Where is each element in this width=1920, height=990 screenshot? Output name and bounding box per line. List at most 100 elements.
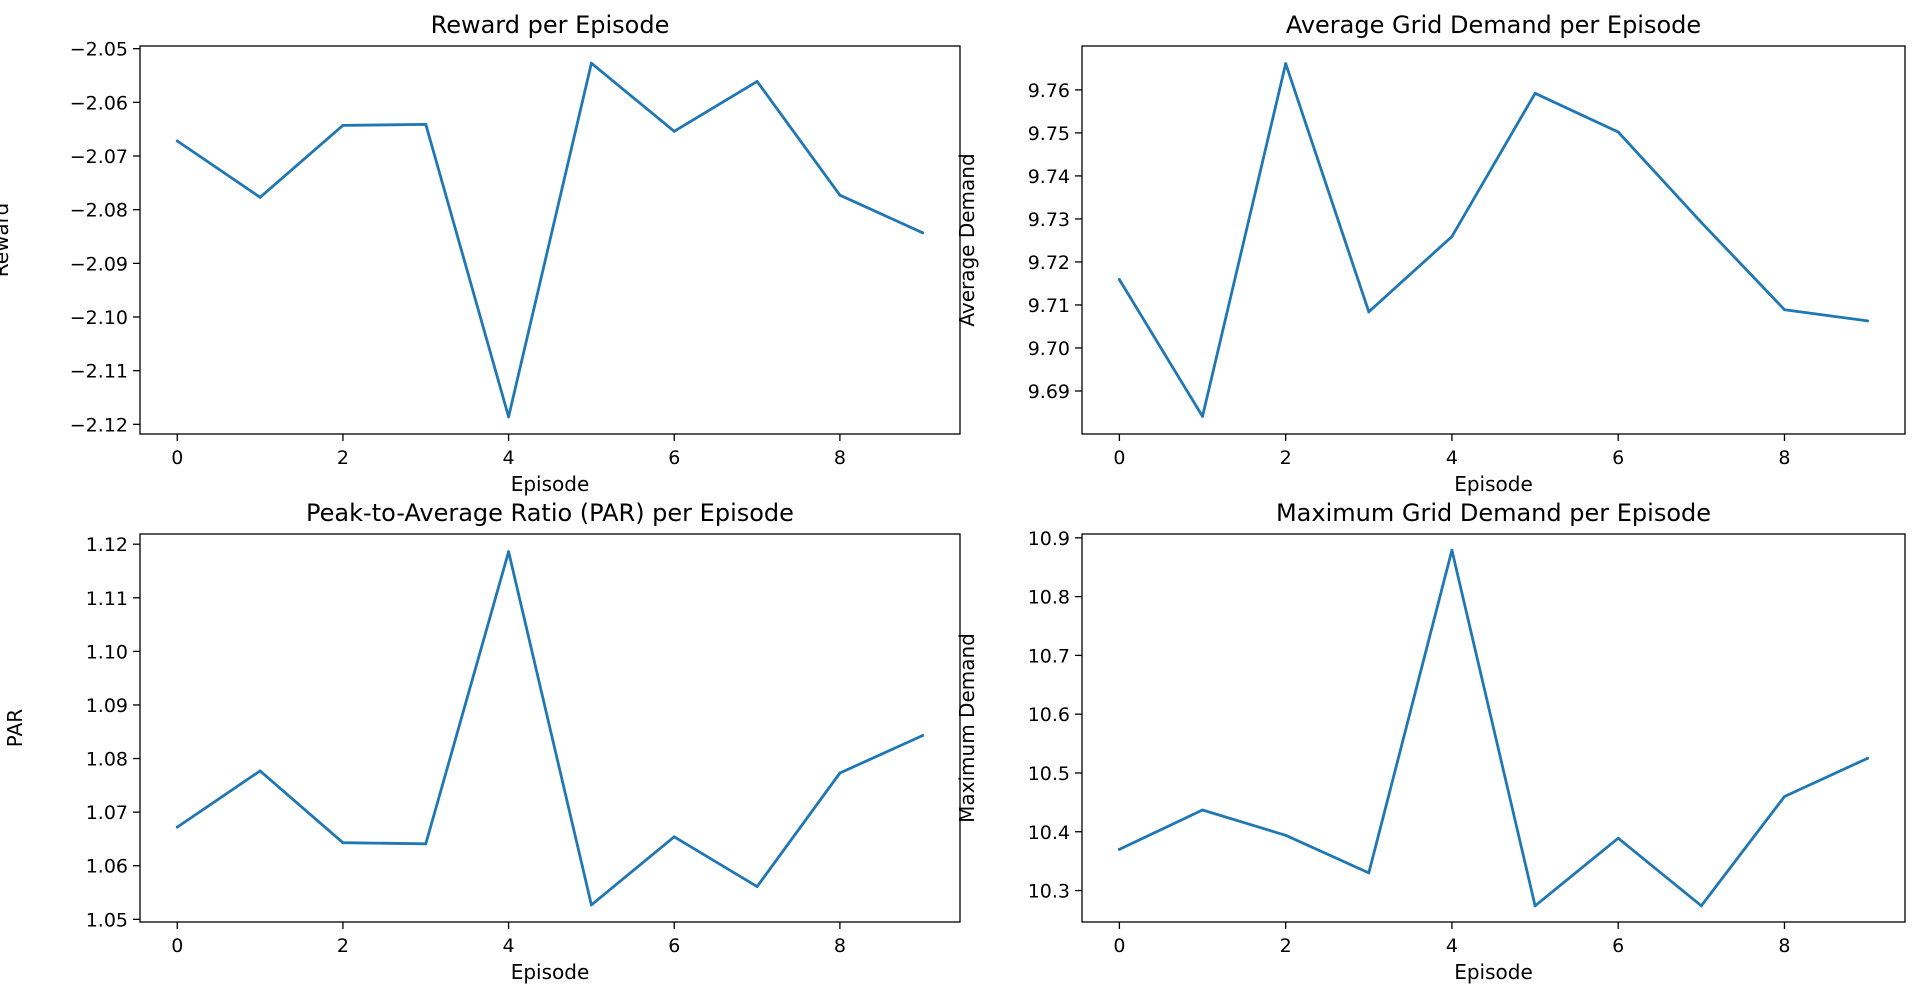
data-point: [175, 825, 179, 829]
series-line: [175, 550, 925, 907]
x-tick-label: 4: [1446, 447, 1458, 469]
x-tick-label: 2: [337, 447, 349, 469]
chart-title: Reward per Episode: [431, 11, 670, 39]
data-point: [341, 841, 345, 845]
data-point: [1367, 871, 1371, 875]
chart-title: Average Grid Demand per Episode: [1286, 11, 1701, 39]
y-tick-label: 1.09: [86, 695, 128, 717]
data-point: [672, 835, 676, 839]
chart-panel-4: Maximum Grid Demand per Episode 0 2 4 6 8 10.3…: [955, 499, 1906, 984]
series-line: [1118, 62, 1869, 418]
y-tick-label: −2.07: [70, 146, 128, 168]
data-point: [507, 415, 510, 419]
data-point: [1616, 130, 1620, 134]
data-point: [921, 231, 925, 235]
data-point: [1201, 808, 1204, 812]
data-point: [838, 771, 842, 775]
plot-frame: [1081, 45, 1906, 435]
chart-title: Maximum Grid Demand per Episode: [1276, 499, 1711, 527]
x-tick-label: 4: [503, 935, 515, 957]
x-tick-label: 0: [171, 935, 183, 957]
y-tick-label: 9.76: [1028, 80, 1070, 102]
x-tick-label: 2: [337, 935, 349, 957]
y-tick-label: −2.06: [70, 92, 128, 114]
data-point: [1533, 904, 1537, 908]
data-point: [1783, 308, 1786, 312]
y-axis-label: Reward: [0, 203, 13, 277]
y-tick-label: 1.06: [86, 856, 128, 878]
x-tick-label: 0: [1113, 935, 1125, 957]
y-axis-label: PAR: [3, 709, 27, 747]
chart-panel-3: Peak-to-Average Ratio (PAR) per Episode 0…: [3, 499, 961, 984]
x-tick-label: 4: [1446, 935, 1458, 957]
data-point: [1699, 904, 1703, 908]
x-axis-label: Episode: [1454, 472, 1533, 496]
x-tick-label: 8: [1778, 447, 1790, 469]
chart-panel-2: Average Grid Demand per Episode 0 2 4 6 8 9.69…: [955, 11, 1906, 496]
y-tick-label: 1.07: [86, 802, 128, 824]
y-tick-label: 9.74: [1028, 166, 1070, 188]
x-axis-label: Episode: [1454, 960, 1533, 984]
x-tick-label: 4: [503, 447, 515, 469]
y-tick-label: −2.10: [70, 307, 128, 329]
y-tick-label: 9.71: [1028, 295, 1070, 317]
chart-panel-1: Reward per Episode 0 2 4 6 8 −2.12 −2.11 −2.10 −2…: [0, 11, 961, 496]
data-point: [1201, 414, 1204, 418]
y-tick-label: 9.73: [1028, 209, 1070, 231]
x-tick-label: 0: [1113, 447, 1125, 469]
y-tick-label: 10.8: [1028, 587, 1070, 609]
data-point: [258, 769, 262, 773]
data-point: [1616, 836, 1620, 840]
data-point: [838, 193, 842, 197]
x-axis-label: Episode: [511, 960, 590, 984]
plot-frame: [1081, 533, 1906, 923]
series-line: [1118, 548, 1869, 908]
data-point: [1699, 220, 1703, 224]
y-axis-label: Maximum Demand: [955, 633, 979, 823]
x-tick-label: 8: [834, 447, 846, 469]
y-tick-label: 10.9: [1028, 528, 1070, 550]
data-point: [1118, 278, 1121, 281]
x-tick-label: 2: [1280, 447, 1292, 469]
data-point: [755, 80, 759, 83]
x-axis-label: Episode: [511, 472, 590, 496]
x-tick-label: 0: [171, 447, 183, 469]
data-point: [1367, 310, 1371, 314]
data-point: [258, 195, 262, 199]
data-point: [507, 550, 510, 554]
y-tick-label: 10.6: [1028, 704, 1070, 726]
y-tick-label: 1.10: [86, 641, 128, 663]
data-point: [1533, 91, 1537, 95]
y-tick-label: 9.75: [1028, 123, 1070, 145]
x-tick-label: 6: [1612, 935, 1624, 957]
data-point: [1450, 548, 1454, 552]
x-tick-label: 6: [1612, 447, 1624, 469]
y-tick-label: 1.11: [86, 588, 128, 610]
data-point: [1284, 833, 1288, 837]
y-tick-label: −2.08: [70, 200, 128, 222]
y-tick-label: 9.69: [1028, 381, 1070, 403]
data-point: [424, 122, 428, 126]
plot-frame: [139, 533, 961, 923]
y-tick-label: 10.5: [1028, 763, 1070, 785]
x-tick-label: 8: [834, 935, 846, 957]
y-tick-label: 9.72: [1028, 252, 1070, 274]
data-point: [1866, 319, 1869, 323]
series-line: [175, 61, 925, 419]
data-point: [755, 885, 759, 889]
data-point: [1783, 795, 1786, 798]
data-point: [590, 61, 593, 65]
y-axis-label: Average Demand: [955, 153, 979, 326]
y-tick-label: −2.09: [70, 253, 128, 275]
y-tick-label: 10.7: [1028, 645, 1070, 667]
data-point: [1284, 62, 1288, 66]
data-point: [1450, 235, 1454, 238]
x-tick-label: 8: [1778, 935, 1790, 957]
plot-frame: [139, 45, 961, 435]
chart-title: Peak-to-Average Ratio (PAR) per Episode: [306, 499, 794, 527]
x-tick-label: 2: [1280, 935, 1292, 957]
data-point: [672, 129, 676, 133]
y-tick-label: −2.11: [70, 361, 128, 383]
y-tick-label: 1.08: [86, 749, 128, 771]
